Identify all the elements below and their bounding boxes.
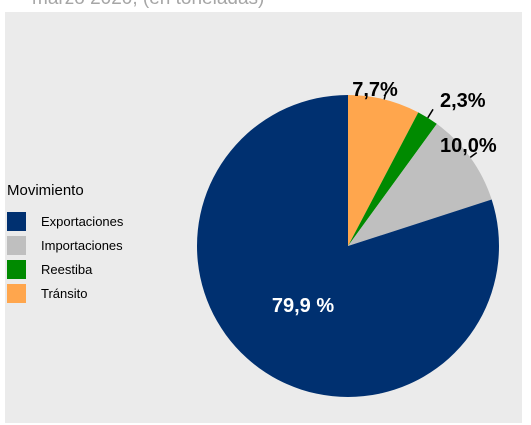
data-label-exportaciones: 79,9 % (272, 295, 334, 317)
leader-line-reestiba (428, 109, 433, 117)
data-label-reestiba: 2,3% (440, 90, 486, 112)
data-label-importaciones: 10,0% (440, 135, 497, 157)
data-label-transito: 7,7% (352, 79, 398, 101)
